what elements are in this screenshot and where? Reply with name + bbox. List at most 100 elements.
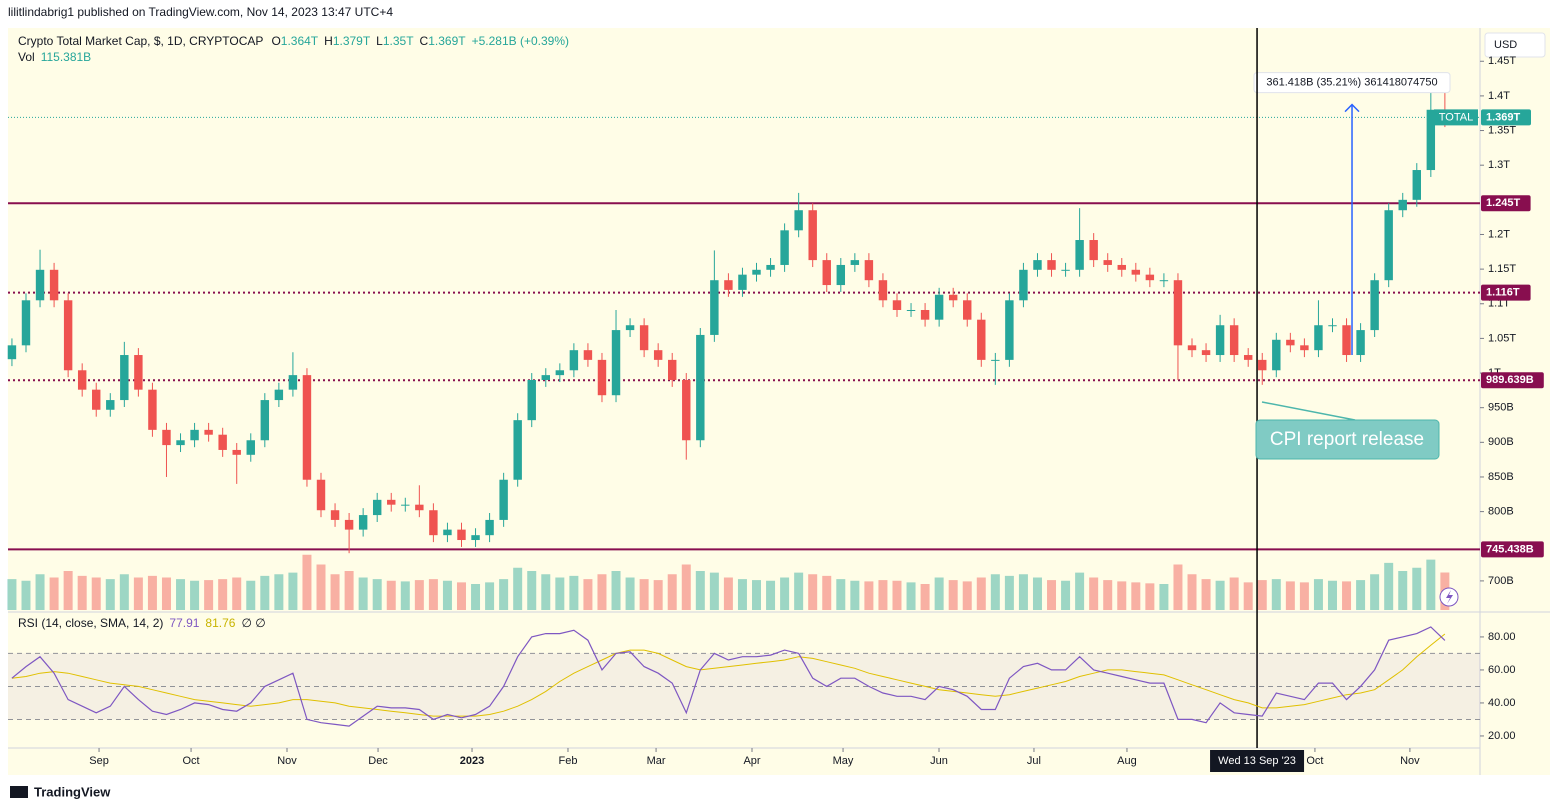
candle-body (204, 429, 213, 435)
level-label-box (1481, 284, 1531, 301)
candle-body (1033, 260, 1042, 270)
volume-bar (344, 571, 354, 610)
candle-body (274, 389, 284, 401)
volume-bar (386, 580, 396, 610)
candle-body (513, 420, 522, 480)
volume-bar (1257, 580, 1267, 610)
volume-bar (1018, 574, 1028, 610)
volume-bar (1313, 579, 1323, 610)
y-tick-label: 700B (1488, 575, 1514, 587)
currency-label[interactable]: USD (1494, 39, 1517, 51)
callout-box[interactable] (1255, 419, 1440, 460)
candle-body (1356, 330, 1365, 356)
volume-bar (302, 554, 312, 610)
candle-body (766, 264, 775, 270)
volume-bar (77, 575, 87, 610)
last-price-label: 1.369T (1486, 111, 1521, 123)
ohlc-value: 1.364T (281, 34, 319, 48)
y-tick-label: 60.00 (1488, 664, 1516, 676)
series-name-box (1434, 109, 1478, 126)
crosshair-label-box (1210, 750, 1305, 772)
candle-body (1398, 199, 1407, 211)
measure-arrow-head (1344, 103, 1360, 113)
volume-bar (1103, 580, 1113, 610)
volume-bar (541, 574, 551, 610)
level-label: 745.438B (1486, 543, 1534, 555)
brand-logo (10, 786, 28, 798)
currency-button[interactable] (1484, 32, 1546, 58)
rsi-sma-value: 81.76 (205, 616, 235, 630)
level-label: 1.245T (1486, 197, 1521, 209)
candle-body (1005, 300, 1014, 360)
candle-body (1201, 350, 1211, 356)
volume-bar (499, 579, 509, 610)
candle-body (1384, 210, 1393, 281)
volume-bar (1327, 580, 1337, 610)
volume-bar (1215, 580, 1225, 610)
volume-bar (934, 577, 944, 610)
callout-pointer (1261, 401, 1356, 421)
volume-bar (766, 580, 776, 610)
chart-background (8, 28, 1480, 748)
candle-body (555, 370, 565, 376)
x-tick-label: Apr (743, 755, 760, 767)
candle-body (35, 269, 45, 301)
volume-bar (1145, 583, 1155, 610)
candle-body (246, 440, 255, 455)
candle-body (1061, 269, 1070, 271)
candle-body (948, 294, 958, 301)
volume-bar (1187, 574, 1197, 610)
candle-body (991, 359, 1000, 361)
candle-body (457, 529, 466, 541)
ohlc-value: 1.369T (428, 34, 466, 48)
candle-body (49, 269, 59, 301)
volume-bar (1131, 582, 1141, 610)
volume-bar (218, 579, 228, 610)
candle-body (696, 334, 705, 441)
candle-body (1159, 280, 1169, 282)
volume-bar (1229, 577, 1239, 610)
volume-bar (836, 579, 846, 610)
candle-body (597, 359, 607, 396)
rsi-extra: ∅ ∅ (241, 616, 265, 630)
candle-body (302, 375, 312, 480)
candle-body (864, 260, 874, 281)
volume-bar (794, 572, 804, 610)
candle-body (260, 400, 270, 441)
candle-body (682, 379, 691, 441)
volume-bar (639, 579, 649, 610)
volume-bar (653, 580, 663, 610)
measure-label: 361.418B (35.21%) 361418074750 (1266, 77, 1437, 89)
volume-bar (161, 577, 171, 610)
volume-bar (1201, 579, 1211, 610)
volume-bar (1285, 581, 1295, 610)
candle-body (372, 499, 382, 516)
candle-body (1131, 269, 1141, 275)
candle-body (1117, 264, 1126, 270)
candle-body (1229, 325, 1239, 356)
volume-bar (133, 577, 143, 610)
last-price-box (1481, 109, 1531, 126)
volume-bar (358, 577, 368, 610)
level-label-box (1481, 541, 1544, 558)
ohlc-value: 1.379T (333, 34, 371, 48)
candle-body (850, 260, 860, 265)
x-tick-label: Mar (647, 755, 666, 767)
rsi-title: RSI (14, close, SMA, 14, 2) (18, 616, 163, 630)
volume-bar (119, 574, 129, 610)
candle-body (499, 479, 508, 520)
volume-bar (569, 575, 579, 610)
y-tick-label: 80.00 (1488, 631, 1516, 643)
volume-bar (190, 580, 200, 610)
publisher-line: lilitlindabrig1 published on TradingView… (8, 5, 393, 19)
x-tick-label: Nov (277, 755, 297, 767)
volume-bar (1159, 584, 1169, 610)
candle-body (1047, 260, 1056, 270)
x-tick-label: 2023 (460, 755, 484, 767)
volume-title: Vol (18, 50, 35, 64)
candle-body (1286, 339, 1295, 346)
rsi-value: 77.91 (169, 616, 199, 630)
candle-body (668, 359, 677, 380)
volume-bar (513, 567, 523, 610)
volume-bar (780, 577, 790, 610)
